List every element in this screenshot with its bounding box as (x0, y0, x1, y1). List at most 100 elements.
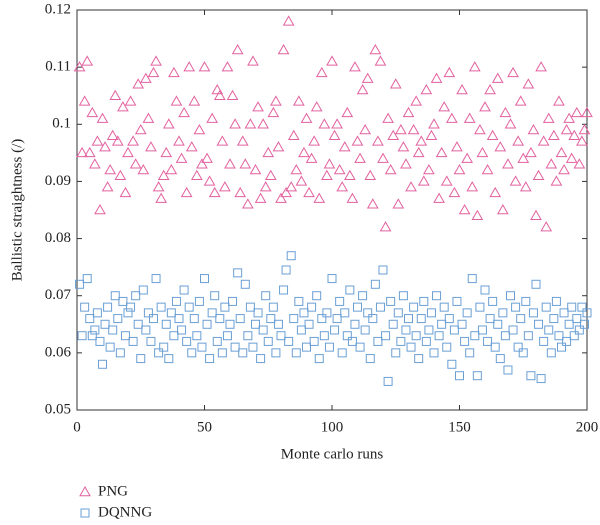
point (276, 331, 286, 341)
point (80, 302, 90, 312)
point (219, 181, 231, 192)
point (393, 308, 403, 318)
point (425, 129, 438, 140)
point (581, 106, 593, 118)
point (363, 308, 373, 318)
point (170, 95, 183, 106)
point (516, 314, 526, 324)
point (500, 331, 510, 341)
y-tick-label: 0.05 (45, 401, 71, 417)
point (307, 302, 317, 312)
point (391, 348, 401, 358)
point (507, 66, 519, 78)
point (85, 314, 95, 324)
point (353, 302, 362, 312)
point (248, 342, 258, 352)
point (137, 163, 150, 175)
point (264, 169, 277, 180)
point (126, 302, 136, 312)
point (406, 342, 416, 352)
point (308, 135, 321, 146)
y-tick-label: 0.06 (45, 344, 72, 360)
point (206, 112, 219, 123)
x-axis-label: Monte carlo runs (281, 446, 384, 462)
point (338, 141, 351, 152)
point (443, 66, 456, 78)
point (280, 186, 292, 198)
point (92, 308, 102, 318)
point (449, 325, 459, 335)
point (537, 135, 550, 146)
point (319, 331, 329, 341)
point (491, 72, 504, 83)
point (187, 348, 197, 358)
point (145, 141, 157, 152)
y-tick-label: 0.07 (45, 287, 72, 303)
point (387, 129, 400, 140)
point (179, 285, 189, 295)
point (462, 308, 472, 318)
point (247, 55, 259, 66)
point (522, 78, 535, 89)
point (386, 296, 396, 306)
point (523, 331, 533, 341)
point (103, 302, 113, 312)
point (75, 279, 85, 289)
point (120, 331, 130, 341)
point (296, 325, 306, 335)
point (485, 314, 495, 324)
point (424, 325, 434, 335)
point (253, 308, 263, 318)
point (456, 83, 468, 95)
point (146, 336, 156, 346)
point (82, 274, 92, 284)
point (402, 106, 415, 118)
point (200, 274, 209, 284)
point (342, 331, 352, 341)
point (113, 314, 123, 324)
legend-marker (79, 485, 91, 497)
point (421, 336, 431, 346)
point (332, 314, 342, 324)
point (480, 285, 490, 295)
y-tick-label: 0.11 (45, 59, 71, 75)
point (224, 158, 236, 169)
point (182, 336, 192, 346)
point (262, 146, 275, 158)
point (91, 135, 104, 146)
point (261, 291, 271, 301)
point (94, 203, 106, 215)
point (222, 331, 232, 341)
point (152, 181, 165, 192)
point (400, 158, 412, 169)
point (303, 186, 315, 198)
point (106, 129, 119, 140)
point (373, 336, 383, 346)
point (322, 308, 332, 318)
point (117, 101, 129, 112)
point (263, 336, 273, 346)
point (192, 331, 202, 341)
point (525, 146, 537, 158)
point (173, 135, 185, 146)
point (156, 302, 166, 312)
point (327, 274, 337, 284)
point (268, 302, 278, 312)
point (377, 152, 389, 163)
point (240, 279, 250, 289)
point (542, 112, 555, 123)
point (347, 336, 357, 346)
point (435, 146, 448, 158)
point (484, 83, 496, 95)
point (578, 123, 591, 135)
point (420, 83, 433, 95)
point (341, 106, 354, 118)
point (361, 72, 374, 83)
point (323, 158, 336, 169)
point (476, 146, 489, 158)
point (544, 325, 554, 335)
point (114, 169, 127, 180)
point (178, 106, 190, 118)
point (430, 72, 443, 83)
point (104, 163, 117, 175)
